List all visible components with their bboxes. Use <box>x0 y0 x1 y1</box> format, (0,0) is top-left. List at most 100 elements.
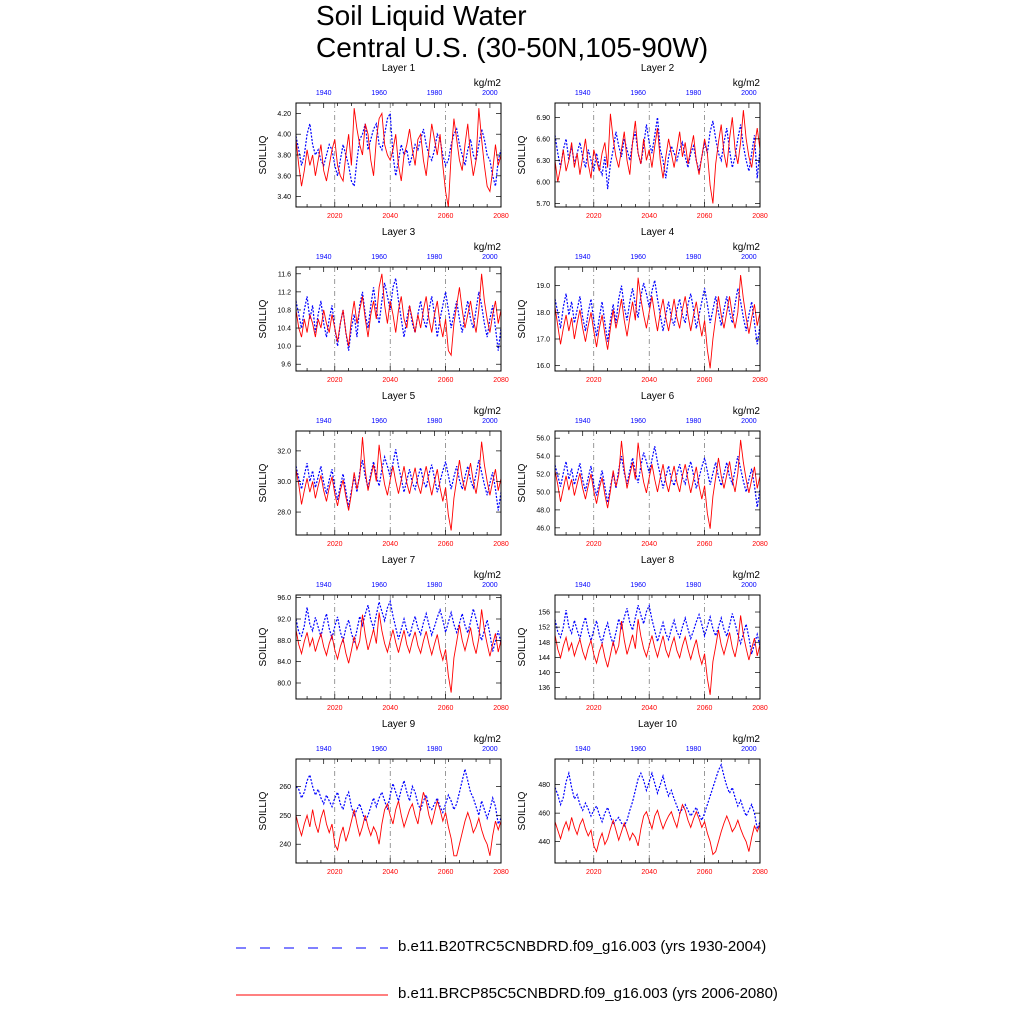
x-tick-label-bottom: 2080 <box>493 869 509 876</box>
y-axis-label: SOILLIQ <box>517 791 528 830</box>
y-tick-label: 50.0 <box>536 489 550 496</box>
x-tick-label-top: 1940 <box>316 90 332 97</box>
series-line-hist <box>554 603 761 655</box>
x-tick-label-top: 1940 <box>316 418 332 425</box>
x-tick-label-top: 1960 <box>371 418 387 425</box>
x-tick-label-top: 1980 <box>427 254 443 261</box>
series-line-hist <box>554 446 761 508</box>
y-tick-label: 54.0 <box>536 454 550 461</box>
plot-frame <box>554 594 761 700</box>
y-tick-label: 10.8 <box>277 307 291 314</box>
y-tick-label: 11.2 <box>278 289 291 296</box>
x-tick-label-top: 2000 <box>741 90 757 97</box>
x-tick-label-top: 1980 <box>427 90 443 97</box>
x-tick-label-bottom: 2020 <box>586 377 602 384</box>
x-tick-label-bottom: 2080 <box>493 541 509 548</box>
panel-units: kg/m2 <box>733 242 761 253</box>
series-line-future <box>554 274 761 369</box>
y-tick-label: 152 <box>538 625 550 632</box>
x-tick-label-top: 2000 <box>741 254 757 261</box>
x-tick-label-bottom: 2060 <box>697 705 713 712</box>
y-axis-label: SOILLIQ <box>517 627 528 666</box>
plot-frame <box>295 430 502 536</box>
x-tick-label-top: 2000 <box>741 418 757 425</box>
y-tick-label: 4.20 <box>277 111 291 118</box>
series-line-hist <box>295 278 502 351</box>
x-tick-label-top: 2000 <box>482 90 498 97</box>
x-tick-label-top: 2000 <box>741 746 757 753</box>
x-tick-label-bottom: 2040 <box>641 541 657 548</box>
series-line-future <box>295 108 502 208</box>
y-tick-label: 260 <box>279 784 291 791</box>
x-tick-label-bottom: 2080 <box>752 541 768 548</box>
series-line-hist <box>295 111 502 189</box>
y-tick-label: 48.0 <box>536 507 550 514</box>
x-tick-label-bottom: 2040 <box>382 377 398 384</box>
y-tick-label: 17.0 <box>536 337 550 344</box>
plot-frame <box>554 266 761 372</box>
x-tick-label-bottom: 2080 <box>752 705 768 712</box>
y-tick-label: 80.0 <box>277 681 291 688</box>
x-tick-label-bottom: 2060 <box>697 541 713 548</box>
panel-units: kg/m2 <box>474 734 502 745</box>
x-tick-label-bottom: 2060 <box>438 705 454 712</box>
plot-frame <box>295 594 502 700</box>
y-tick-label: 156 <box>538 610 550 617</box>
y-axis-label: SOILLIQ <box>258 299 269 338</box>
x-tick-label-top: 1980 <box>686 418 702 425</box>
x-tick-label-bottom: 2040 <box>382 869 398 876</box>
x-tick-label-top: 1940 <box>316 254 332 261</box>
x-tick-label-top: 1940 <box>316 746 332 753</box>
panel-title: Layer 2 <box>641 63 675 74</box>
x-tick-label-top: 1960 <box>630 746 646 753</box>
x-tick-label-bottom: 2080 <box>493 377 509 384</box>
y-tick-label: 92.0 <box>277 617 291 624</box>
x-tick-label-top: 2000 <box>482 582 498 589</box>
y-axis-label: SOILLIQ <box>517 135 528 174</box>
y-tick-label: 10.0 <box>277 344 291 351</box>
series-line-future <box>295 437 502 531</box>
series-line-future <box>295 609 502 693</box>
y-axis-label: SOILLIQ <box>258 463 269 502</box>
x-tick-label-bottom: 2020 <box>327 541 343 548</box>
panel-units: kg/m2 <box>733 570 761 581</box>
panel-units: kg/m2 <box>733 78 761 89</box>
figure-title-block: Soil Liquid Water Central U.S. (30-50N,1… <box>316 0 708 64</box>
x-tick-label-bottom: 2080 <box>493 705 509 712</box>
x-tick-label-bottom: 2060 <box>697 869 713 876</box>
plot-frame <box>295 266 502 372</box>
x-tick-label-bottom: 2040 <box>641 705 657 712</box>
y-tick-label: 440 <box>538 839 550 846</box>
x-tick-label-bottom: 2080 <box>752 377 768 384</box>
series-line-hist <box>554 117 761 190</box>
x-tick-label-bottom: 2060 <box>438 377 454 384</box>
panel-title: Layer 1 <box>382 63 416 74</box>
x-tick-label-top: 1940 <box>575 746 591 753</box>
x-tick-label-top: 1940 <box>575 418 591 425</box>
x-tick-label-top: 2000 <box>741 582 757 589</box>
x-tick-label-top: 1980 <box>686 746 702 753</box>
y-tick-label: 136 <box>538 685 550 692</box>
x-tick-label-bottom: 2040 <box>641 869 657 876</box>
x-tick-label-top: 1960 <box>630 418 646 425</box>
y-tick-label: 9.6 <box>281 362 291 369</box>
x-tick-label-bottom: 2080 <box>752 869 768 876</box>
panel-units: kg/m2 <box>474 78 502 89</box>
plot-frame <box>554 430 761 536</box>
y-tick-label: 10.4 <box>277 326 291 333</box>
series-line-hist <box>554 280 761 345</box>
x-tick-label-top: 2000 <box>482 746 498 753</box>
figure-title: Soil Liquid Water <box>316 0 527 31</box>
y-tick-label: 140 <box>538 670 550 677</box>
y-tick-label: 3.40 <box>277 194 291 201</box>
x-tick-label-top: 1960 <box>371 254 387 261</box>
x-tick-label-top: 1980 <box>686 90 702 97</box>
y-tick-label: 11.6 <box>278 271 291 278</box>
y-axis-label: SOILLIQ <box>517 463 528 502</box>
x-tick-label-bottom: 2040 <box>382 541 398 548</box>
plot-frame <box>295 758 502 864</box>
x-tick-label-bottom: 2060 <box>697 377 713 384</box>
x-tick-label-top: 1960 <box>371 582 387 589</box>
x-tick-label-top: 2000 <box>482 254 498 261</box>
x-tick-label-bottom: 2040 <box>382 705 398 712</box>
